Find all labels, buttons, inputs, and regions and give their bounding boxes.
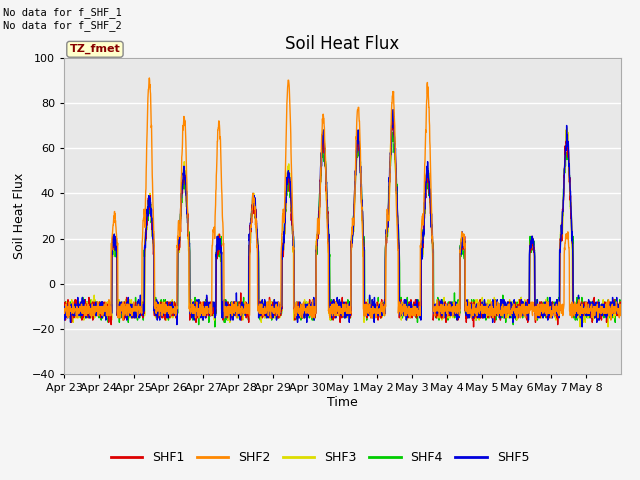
SHF2 bbox=[511, 304, 518, 310]
SHF4 bbox=[236, 299, 244, 305]
SHF3 bbox=[376, 308, 383, 314]
SHF1 bbox=[617, 308, 625, 314]
SHF5 bbox=[116, 311, 124, 316]
SHF2 bbox=[609, 306, 617, 312]
SHF5 bbox=[617, 308, 625, 314]
Line: SHF3: SHF3 bbox=[64, 112, 621, 327]
SHF2 bbox=[145, 75, 153, 81]
Line: SHF4: SHF4 bbox=[64, 132, 621, 327]
SHF4 bbox=[389, 130, 397, 135]
Y-axis label: Soil Heat Flux: Soil Heat Flux bbox=[13, 173, 26, 259]
Line: SHF5: SHF5 bbox=[64, 109, 621, 327]
SHF4 bbox=[609, 306, 617, 312]
Text: No data for f_SHF_1
No data for f_SHF_2: No data for f_SHF_1 No data for f_SHF_2 bbox=[3, 7, 122, 31]
SHF4 bbox=[542, 311, 550, 316]
SHF4 bbox=[617, 308, 625, 314]
SHF3 bbox=[617, 308, 625, 314]
SHF5 bbox=[510, 297, 518, 302]
SHF1 bbox=[116, 315, 124, 321]
SHF1 bbox=[236, 304, 244, 310]
SHF4 bbox=[511, 308, 518, 314]
SHF5 bbox=[236, 315, 244, 321]
Text: TZ_fmet: TZ_fmet bbox=[70, 44, 120, 54]
SHF4 bbox=[116, 308, 124, 314]
SHF1 bbox=[542, 304, 550, 310]
SHF1 bbox=[609, 308, 617, 314]
SHF2 bbox=[542, 304, 550, 310]
SHF2 bbox=[376, 308, 384, 314]
SHF3 bbox=[510, 306, 518, 312]
SHF3 bbox=[577, 324, 584, 330]
SHF2 bbox=[236, 308, 244, 314]
SHF2 bbox=[617, 308, 625, 314]
SHF4 bbox=[211, 324, 219, 330]
SHF1 bbox=[376, 304, 383, 310]
SHF2 bbox=[119, 317, 127, 323]
Line: SHF2: SHF2 bbox=[64, 78, 621, 320]
SHF2 bbox=[116, 308, 124, 314]
SHF5 bbox=[60, 311, 68, 316]
SHF1 bbox=[511, 315, 518, 321]
SHF3 bbox=[542, 306, 550, 312]
SHF5 bbox=[389, 107, 397, 112]
SHF3 bbox=[236, 308, 244, 314]
SHF5 bbox=[376, 308, 383, 314]
SHF5 bbox=[542, 306, 550, 312]
SHF3 bbox=[60, 306, 68, 312]
X-axis label: Time: Time bbox=[327, 396, 358, 409]
SHF5 bbox=[609, 306, 617, 312]
SHF2 bbox=[60, 306, 68, 312]
Legend: SHF1, SHF2, SHF3, SHF4, SHF5: SHF1, SHF2, SHF3, SHF4, SHF5 bbox=[106, 446, 534, 469]
SHF1 bbox=[390, 114, 397, 120]
Title: Soil Heat Flux: Soil Heat Flux bbox=[285, 35, 399, 53]
SHF3 bbox=[388, 109, 396, 115]
SHF3 bbox=[116, 304, 124, 310]
Line: SHF1: SHF1 bbox=[64, 117, 621, 327]
SHF1 bbox=[60, 312, 68, 318]
SHF4 bbox=[376, 301, 384, 307]
SHF5 bbox=[579, 324, 586, 330]
SHF4 bbox=[60, 301, 68, 307]
SHF1 bbox=[470, 324, 477, 330]
SHF3 bbox=[609, 311, 617, 316]
